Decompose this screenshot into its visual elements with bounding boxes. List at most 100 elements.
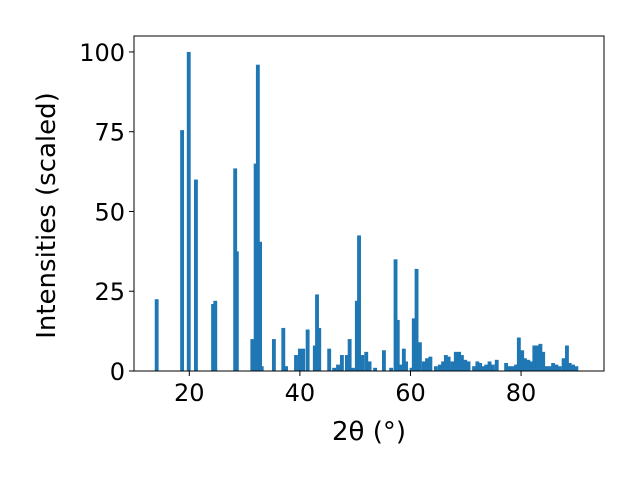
bar <box>433 366 438 371</box>
bar <box>211 304 216 371</box>
bar <box>535 345 540 371</box>
y-tick-label: 75 <box>94 119 125 147</box>
y-tick-label: 0 <box>110 358 125 386</box>
y-tick-label: 25 <box>94 278 125 306</box>
bar <box>481 366 486 371</box>
bar <box>526 359 531 371</box>
bar <box>344 355 349 371</box>
bar <box>450 361 455 371</box>
bar <box>516 337 521 371</box>
bar <box>180 130 185 371</box>
bar <box>186 51 191 371</box>
bar <box>453 351 458 371</box>
bar <box>312 345 317 371</box>
bar <box>327 348 332 371</box>
bar <box>507 366 512 371</box>
bar <box>554 364 559 371</box>
bar <box>332 367 337 371</box>
bar <box>354 300 359 371</box>
y-tick-label: 100 <box>79 39 125 67</box>
bar <box>234 251 239 371</box>
x-tick-label: 60 <box>395 379 426 407</box>
bar <box>520 350 525 371</box>
bar <box>351 367 355 371</box>
bar <box>463 359 468 371</box>
bar <box>213 300 218 371</box>
bar <box>271 339 276 371</box>
bar <box>494 359 499 371</box>
bar <box>250 339 255 371</box>
bar <box>258 241 263 371</box>
bar <box>193 179 198 371</box>
bar <box>411 318 416 371</box>
bar <box>301 348 306 371</box>
bar <box>504 363 509 371</box>
bar <box>475 361 480 371</box>
bar <box>294 355 298 371</box>
bar <box>443 355 448 371</box>
bar <box>414 268 419 371</box>
y-tick-label: 50 <box>94 198 125 226</box>
x-tick-label: 80 <box>506 379 537 407</box>
bar <box>373 367 378 371</box>
bar <box>317 327 322 371</box>
bar <box>571 364 575 371</box>
bar <box>305 329 310 371</box>
bar <box>478 363 483 371</box>
bar <box>381 350 386 371</box>
bar <box>547 366 552 371</box>
bar <box>437 364 442 371</box>
bar <box>457 351 462 371</box>
bar <box>544 366 549 371</box>
bar <box>336 364 340 371</box>
bar <box>529 361 533 371</box>
y-axis-ticks: 0 25 50 75 100 <box>79 39 134 386</box>
bar <box>315 294 319 371</box>
x-tick-label: 20 <box>174 379 205 407</box>
bar <box>565 345 569 371</box>
bar <box>446 356 451 371</box>
bar <box>538 343 543 371</box>
bar <box>567 363 572 371</box>
bar <box>551 363 556 371</box>
x-tick-label: 40 <box>285 379 316 407</box>
bar <box>395 319 400 371</box>
bar <box>401 348 406 371</box>
bar <box>347 339 352 371</box>
bar <box>281 327 286 371</box>
bar <box>253 163 258 371</box>
x-axis-ticks: 20 40 60 80 <box>174 371 536 407</box>
bar <box>259 366 264 371</box>
plot-frame <box>133 35 605 372</box>
bar <box>466 361 471 371</box>
bar <box>541 351 546 371</box>
bar <box>154 299 159 371</box>
bar <box>472 366 476 371</box>
bar <box>389 367 394 371</box>
bar <box>357 235 361 371</box>
bar <box>561 358 566 371</box>
y-axis-label: Intensities (scaled) <box>32 92 62 339</box>
bar <box>360 355 365 371</box>
bar <box>404 361 408 371</box>
bar <box>522 358 527 371</box>
bar <box>510 366 515 371</box>
x-axis-label: 2θ (°) <box>332 417 406 447</box>
bars-group <box>154 51 579 372</box>
bar <box>284 366 288 371</box>
bar <box>339 355 344 371</box>
bar <box>393 259 398 371</box>
bar <box>487 361 492 371</box>
bar <box>459 355 464 371</box>
bar <box>421 361 426 371</box>
bar <box>557 366 562 371</box>
bar <box>532 345 537 371</box>
bar <box>490 364 495 371</box>
bar <box>364 351 369 371</box>
bar <box>425 358 429 371</box>
bar <box>255 64 260 372</box>
bar <box>409 367 414 371</box>
bar <box>484 364 489 371</box>
